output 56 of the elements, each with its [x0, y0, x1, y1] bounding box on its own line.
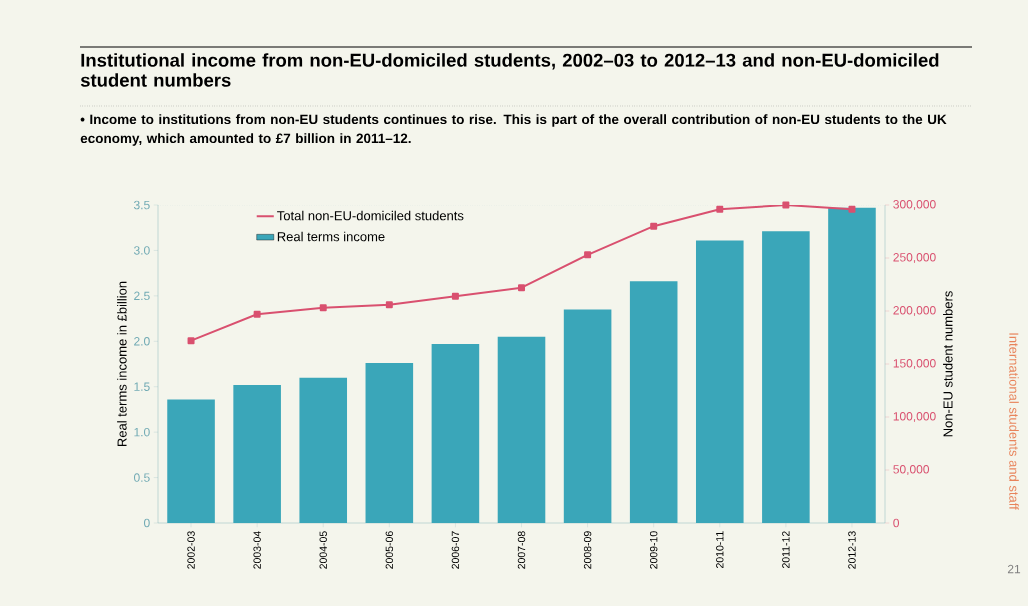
y2-tick-label: 50,000: [893, 465, 930, 475]
x-tick-label: 2004-05: [319, 531, 327, 569]
point: [319, 304, 327, 312]
y2-tick-label: 100,000: [893, 412, 936, 422]
y-tick-label: 2.0: [134, 337, 150, 346]
point: [716, 205, 724, 213]
point: [385, 301, 393, 309]
y-tick-label: 1.0: [134, 427, 150, 437]
y-axis-title: Real terms income in £billion: [117, 281, 127, 447]
legend-label: Real terms income: [277, 231, 385, 242]
bar: [365, 363, 414, 523]
point: [451, 292, 459, 300]
bar: [497, 336, 546, 523]
y2-tick-label: 250,000: [893, 253, 936, 263]
bar: [563, 309, 612, 523]
x-tick-label: 2006-07: [451, 531, 460, 569]
y-tick-label: 3.5: [133, 200, 150, 210]
bar: [233, 384, 281, 523]
legend-label: Total non-EU-domiciled students: [277, 210, 464, 221]
bar: [629, 281, 678, 523]
chart-subtitle: • Income to institutions from non-EU students continues to rise. This is part of the overall contribution of non-EU students to the UK economy, which amounted to £7 billion in 2011–12.: [80, 114, 947, 146]
bar: [828, 207, 876, 523]
y-tick-label: 0.5: [133, 473, 150, 482]
bar: [762, 231, 810, 523]
chart-title: Institutional income from non-EU-domiciled students, 2002–03 to 2012–13 and non-EU-domiciled student numbers: [80, 53, 939, 87]
point: [253, 310, 261, 318]
x-tick-label: 2003-04: [253, 531, 261, 569]
y2-axis-title: Non-EU student numbers: [943, 291, 953, 437]
x-tick-label: 2002-03: [187, 531, 195, 569]
y-tick-label: 0: [144, 518, 150, 528]
point: [782, 201, 790, 209]
y-tick-label: 2.5: [134, 291, 150, 301]
y-tick-label: 1.5: [134, 382, 150, 391]
x-tick-label: 2009-10: [649, 531, 658, 569]
y-tick-label: 3.0: [133, 246, 150, 255]
text: International students and staff: [1009, 333, 1019, 510]
point: [584, 251, 592, 259]
bar: [695, 240, 744, 523]
x-tick-label: 2010-11: [716, 531, 724, 569]
bar: [431, 344, 480, 523]
text: 21: [1007, 564, 1021, 574]
x-tick-label: 2005-06: [385, 531, 394, 569]
y2-tick-label: 0: [893, 518, 900, 528]
x-tick-label: 2007-08: [517, 531, 526, 569]
bar: [299, 377, 348, 523]
y2-tick-label: 200,000: [893, 306, 936, 316]
x-tick-label: 2012-13: [848, 531, 856, 569]
bar: [167, 399, 215, 523]
y2-tick-label: 300,000: [893, 200, 936, 210]
point: [848, 205, 856, 213]
point: [518, 284, 526, 292]
x-tick-label: 2011-12: [782, 531, 790, 569]
point: [187, 337, 195, 345]
x-tick-label: 2008-09: [583, 531, 592, 569]
point: [650, 222, 658, 230]
y2-tick-label: 150,000: [893, 359, 936, 369]
